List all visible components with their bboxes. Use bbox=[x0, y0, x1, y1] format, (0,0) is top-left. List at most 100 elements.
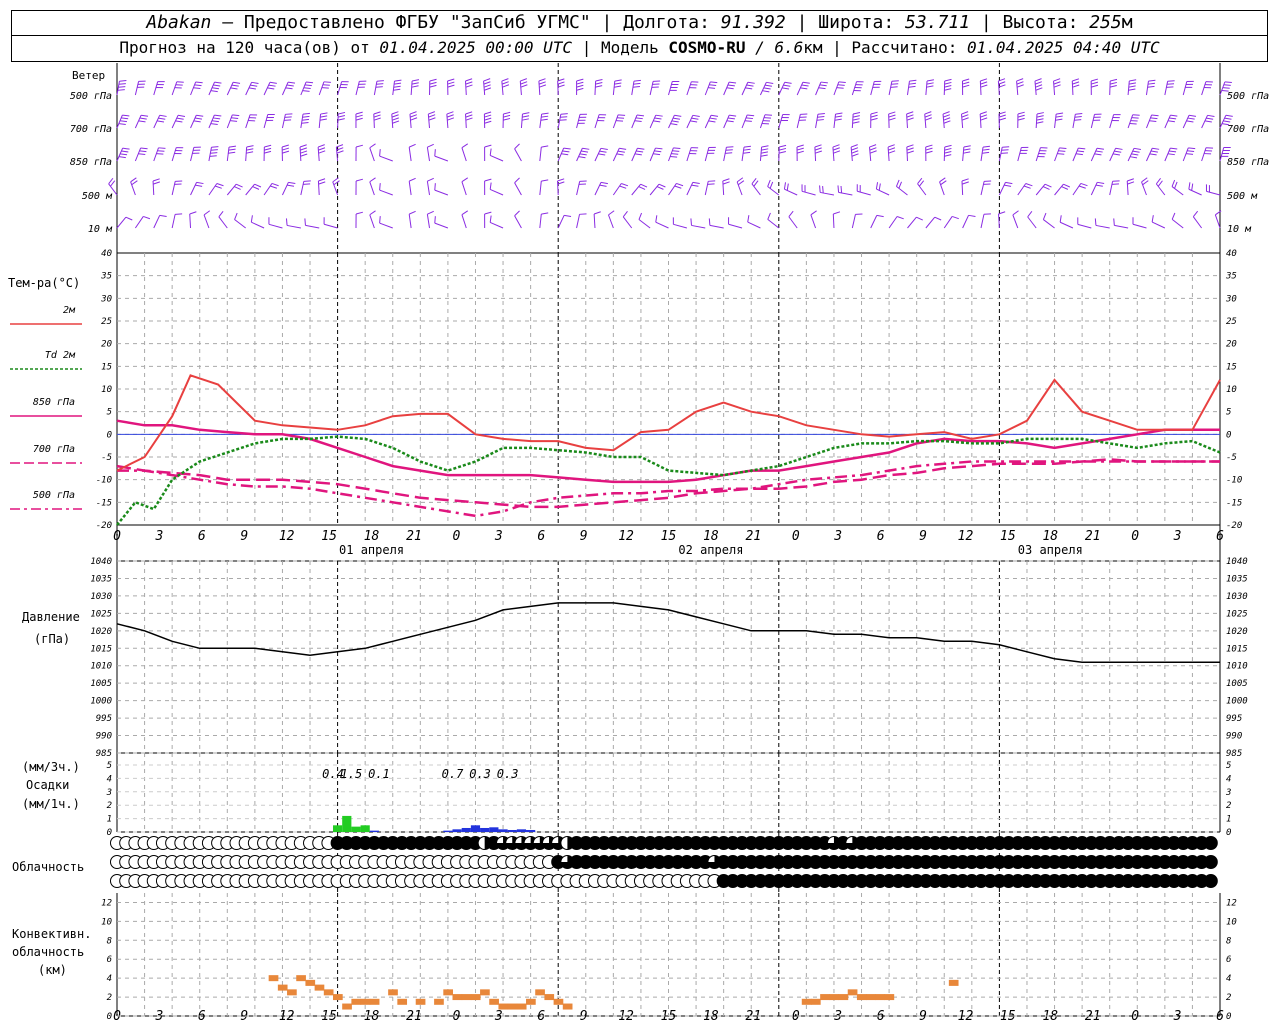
wind-barb-feather bbox=[1129, 83, 1136, 84]
wind-barb-feather bbox=[690, 121, 697, 122]
temp-ytick: -5 bbox=[101, 453, 112, 463]
wind-barb bbox=[324, 224, 337, 228]
wind-barb bbox=[768, 187, 779, 195]
wind-barb-feather bbox=[435, 149, 436, 156]
time-tick: 0 bbox=[452, 529, 460, 544]
wind-barb-feather bbox=[233, 82, 240, 83]
wind-barb-feather bbox=[600, 185, 607, 186]
wind-barb-feather bbox=[541, 116, 548, 117]
wind-barb-feather bbox=[835, 116, 842, 117]
wind-barb-feather bbox=[616, 121, 623, 122]
wind-barb bbox=[515, 183, 522, 195]
wind-barb bbox=[594, 214, 595, 228]
wind-barb-feather bbox=[888, 145, 895, 147]
wind-barb-feather bbox=[907, 115, 914, 117]
wind-barb-feather bbox=[267, 88, 274, 89]
time-tick: 15 bbox=[321, 529, 337, 544]
wind-barb-feather bbox=[435, 216, 436, 223]
wind-barb-feather bbox=[246, 152, 253, 153]
wind-barb-feather bbox=[156, 154, 163, 155]
wind-barb bbox=[490, 189, 503, 195]
wind-barb-feather bbox=[877, 215, 884, 216]
pres-ytick: 1035 bbox=[90, 574, 112, 584]
convective-bar bbox=[434, 999, 444, 1005]
wind-barb-feather bbox=[1169, 118, 1176, 119]
wind-barb bbox=[729, 224, 742, 228]
wind-barb bbox=[209, 82, 215, 95]
wind-barb-feather bbox=[907, 112, 914, 114]
wind-barb bbox=[301, 114, 303, 128]
wind-barb-feather bbox=[595, 83, 602, 85]
wind-barb bbox=[784, 189, 797, 195]
wind-barb-feather bbox=[817, 120, 824, 121]
wind-barb-feather bbox=[851, 145, 858, 147]
wind-barb bbox=[300, 147, 301, 161]
wind-barb-feather bbox=[927, 86, 934, 87]
wind-barb-feather bbox=[918, 178, 922, 184]
wind-barb-feather bbox=[490, 149, 491, 156]
convective-bar bbox=[416, 999, 426, 1005]
wind-barb-feather bbox=[1143, 181, 1149, 185]
convective-bar bbox=[839, 994, 849, 1000]
wind-barb bbox=[462, 182, 466, 195]
wind-barb bbox=[815, 147, 816, 161]
wind-barb-feather bbox=[282, 151, 289, 153]
convective-bar bbox=[563, 1004, 573, 1010]
wind-barb bbox=[117, 148, 123, 161]
wind-barb bbox=[742, 147, 744, 161]
wind-barb-feather bbox=[1072, 82, 1079, 84]
wind-barb bbox=[802, 191, 816, 195]
wind-barb-feather bbox=[320, 119, 327, 120]
wind-barb bbox=[889, 217, 897, 228]
temp-ytick-right: -15 bbox=[1226, 498, 1242, 508]
wind-barb bbox=[435, 156, 448, 161]
wind-barb bbox=[1146, 115, 1151, 128]
wind-barb bbox=[135, 115, 141, 128]
wind-barb-feather bbox=[213, 85, 220, 86]
wind-barb-feather bbox=[636, 151, 643, 152]
wind-barb-feather bbox=[1127, 182, 1134, 184]
wind-barb bbox=[1146, 148, 1152, 161]
time-tick: 12 bbox=[958, 529, 974, 544]
wind-barb bbox=[301, 82, 306, 95]
wind-barb-feather bbox=[1134, 148, 1141, 149]
pres-ytick-right: 1010 bbox=[1226, 662, 1248, 672]
legend-label: 850 гПа bbox=[33, 397, 75, 408]
wind-barb-feather bbox=[121, 151, 128, 152]
convective-bar bbox=[857, 994, 867, 1000]
wind-barb-feather bbox=[1142, 178, 1148, 182]
wind-barb bbox=[1036, 148, 1040, 161]
wind-barb bbox=[484, 81, 485, 95]
wind-barb-feather bbox=[1017, 79, 1024, 81]
wind-barb bbox=[380, 223, 393, 228]
wind-barb-feather bbox=[870, 148, 877, 150]
wind-barb bbox=[435, 223, 448, 228]
time-tick: 18 bbox=[364, 529, 380, 544]
wind-barb-feather bbox=[1223, 121, 1230, 122]
wind-barb-feather bbox=[1037, 116, 1044, 117]
wind-barb-feather bbox=[747, 115, 754, 116]
wind-barb-feather bbox=[356, 145, 363, 147]
wind-barb bbox=[851, 147, 852, 161]
wind-barb bbox=[650, 115, 656, 128]
wind-barb-feather bbox=[1205, 121, 1212, 122]
wind-barb-feather bbox=[427, 178, 433, 181]
wind-barb bbox=[724, 115, 730, 128]
wind-barb bbox=[1146, 81, 1148, 95]
temp-ytick: 20 bbox=[101, 340, 112, 350]
convective-bar bbox=[949, 980, 959, 986]
wind-barb bbox=[981, 181, 984, 195]
pres-ytick: 1005 bbox=[90, 679, 112, 689]
wind-barb bbox=[608, 215, 613, 228]
wind-barb bbox=[409, 147, 411, 161]
wind-barb bbox=[857, 191, 870, 195]
wind-barb-feather bbox=[484, 112, 491, 114]
wind-barb-feather bbox=[153, 182, 160, 184]
wind-barb-feather bbox=[333, 178, 339, 182]
wind-barb bbox=[117, 115, 122, 128]
wind-barb-feather bbox=[1018, 118, 1025, 120]
wind-barb-feather bbox=[429, 118, 436, 120]
wind-barb-feather bbox=[562, 151, 569, 152]
convective-bar bbox=[462, 994, 472, 1000]
wind-barb-feather bbox=[980, 79, 987, 81]
